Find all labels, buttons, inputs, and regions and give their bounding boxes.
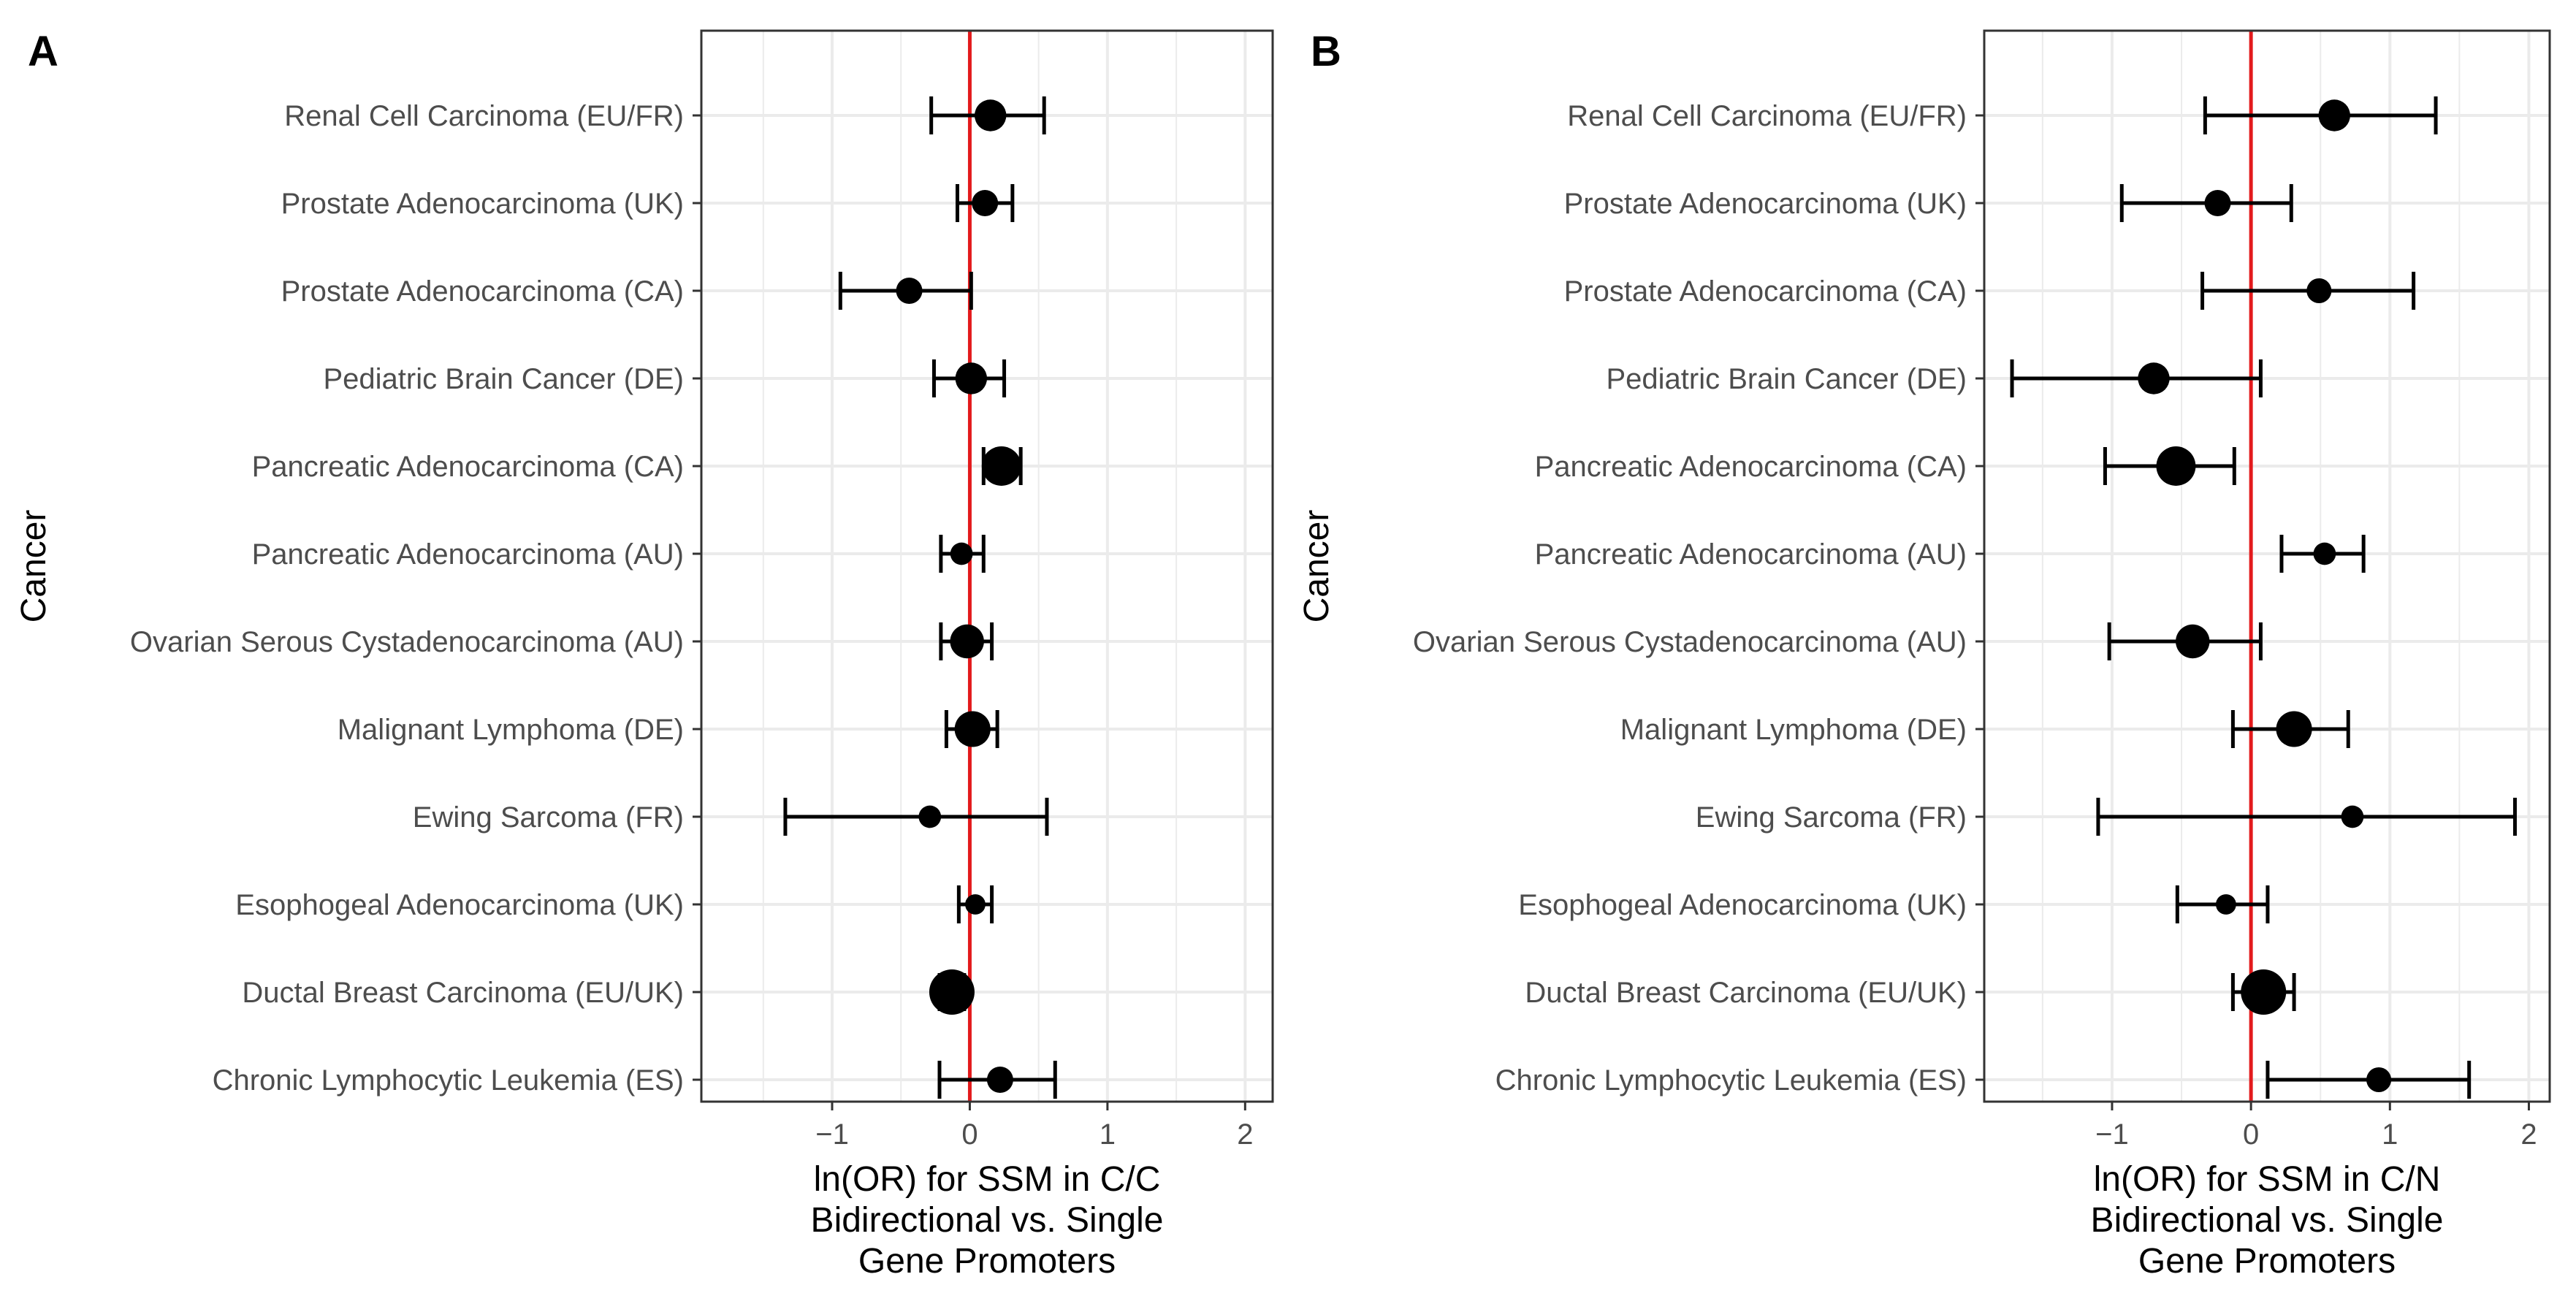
forest-row-marks bbox=[937, 1061, 1057, 1099]
forest-row-marks bbox=[2010, 359, 2263, 397]
forest-row-marks bbox=[2103, 446, 2236, 486]
x-tick-label: −1 bbox=[815, 1118, 849, 1151]
x-axis-title-line: ln(OR) for SSM in C/N bbox=[2094, 1160, 2441, 1199]
point-estimate bbox=[2138, 362, 2170, 394]
y-tick-label: Prostate Adenocarcinoma (UK) bbox=[1564, 188, 1967, 220]
forest-row-marks bbox=[931, 359, 1007, 397]
y-tick-label: Ovarian Serous Cystadenocarcinoma (AU) bbox=[130, 626, 684, 658]
forest-row-marks bbox=[955, 184, 1015, 222]
panel-border bbox=[1983, 29, 2551, 1103]
point-estimate bbox=[929, 969, 975, 1015]
forest-row-marks bbox=[956, 885, 994, 923]
y-tick-label: Malignant Lymphoma (DE) bbox=[1620, 714, 1967, 746]
x-axis-title-line: Gene Promoters bbox=[2138, 1242, 2396, 1281]
x-axis-title-line: ln(OR) for SSM in C/C bbox=[814, 1160, 1161, 1199]
y-tick-label: Esophogeal Adenocarcinoma (UK) bbox=[1518, 889, 1967, 921]
point-estimate bbox=[954, 711, 991, 747]
y-tick-label: Ewing Sarcoma (FR) bbox=[413, 801, 684, 834]
y-tick-label: Prostate Adenocarcinoma (CA) bbox=[281, 275, 684, 308]
x-tick-label: 2 bbox=[1237, 1118, 1253, 1151]
panel-b: Renal Cell Carcinoma (EU/FR) Prostate Ade… bbox=[1297, 28, 2551, 1281]
y-tick-label: Pancreatic Adenocarcinoma (AU) bbox=[252, 538, 684, 571]
y-axis-title: Cancer bbox=[15, 510, 53, 623]
panel-a: Renal Cell Carcinoma (EU/FR) Prostate Ade… bbox=[15, 28, 1274, 1281]
y-tick-label: Chronic Lymphocytic Leukemia (ES) bbox=[213, 1064, 684, 1097]
plot-area bbox=[1984, 31, 2550, 1102]
x-axis-title-line: Gene Promoters bbox=[858, 1242, 1116, 1281]
forest-row-marks bbox=[783, 798, 1049, 836]
point-estimate bbox=[2318, 99, 2350, 131]
x-tick-label: 0 bbox=[961, 1118, 978, 1151]
y-tick-label: Ductal Breast Carcinoma (EU/UK) bbox=[1525, 977, 1967, 1009]
y-tick-label: Renal Cell Carcinoma (EU/FR) bbox=[284, 100, 684, 132]
y-tick-label: Renal Cell Carcinoma (EU/FR) bbox=[1567, 100, 1967, 132]
point-estimate bbox=[955, 362, 988, 394]
forest-row-marks bbox=[838, 272, 973, 310]
point-estimate bbox=[975, 99, 1007, 131]
x-axis-title-line: Bidirectional vs. Single bbox=[811, 1201, 1164, 1240]
panel-letter: B bbox=[1311, 28, 1341, 75]
point-estimate bbox=[2215, 894, 2236, 915]
y-tick-label: Ewing Sarcoma (FR) bbox=[1696, 801, 1967, 834]
y-tick-label: Pancreatic Adenocarcinoma (CA) bbox=[1535, 451, 1967, 483]
forest-row-marks bbox=[2200, 272, 2416, 310]
y-tick-label: Malignant Lymphoma (DE) bbox=[338, 714, 684, 746]
point-estimate bbox=[918, 805, 942, 828]
forest-row-marks bbox=[929, 96, 1046, 134]
point-estimate bbox=[2276, 711, 2312, 747]
forest-row-marks bbox=[2119, 184, 2293, 222]
point-estimate bbox=[2241, 969, 2287, 1015]
y-tick-label: Ovarian Serous Cystadenocarcinoma (AU) bbox=[1413, 626, 1967, 658]
y-tick-label: Esophogeal Adenocarcinoma (UK) bbox=[235, 889, 684, 921]
x-tick-label: −1 bbox=[2095, 1118, 2129, 1151]
point-estimate bbox=[972, 190, 999, 216]
forest-row-marks bbox=[2203, 96, 2438, 134]
y-tick-label: Prostate Adenocarcinoma (CA) bbox=[1564, 275, 1967, 308]
forest-row-marks bbox=[2279, 535, 2366, 573]
point-estimate bbox=[965, 894, 986, 915]
y-tick-label: Pediatric Brain Cancer (DE) bbox=[1607, 363, 1967, 395]
forest-row-marks bbox=[2266, 1061, 2472, 1099]
point-estimate bbox=[2313, 542, 2336, 565]
x-tick-label: 0 bbox=[2243, 1118, 2259, 1151]
panel-border bbox=[700, 29, 1274, 1103]
point-estimate bbox=[2156, 446, 2196, 486]
panel-letter: A bbox=[28, 28, 58, 75]
point-estimate bbox=[950, 542, 973, 565]
forest-row-marks bbox=[929, 969, 975, 1015]
forest-row-marks bbox=[939, 622, 994, 660]
y-tick-label: Prostate Adenocarcinoma (UK) bbox=[281, 188, 684, 220]
y-tick-label: Chronic Lymphocytic Leukemia (ES) bbox=[1495, 1064, 1967, 1097]
y-axis-title: Cancer bbox=[1297, 510, 1336, 623]
point-estimate bbox=[2176, 624, 2210, 659]
forest-row-marks bbox=[2230, 969, 2296, 1015]
forest-row-marks bbox=[2107, 622, 2263, 660]
point-estimate bbox=[950, 624, 984, 659]
x-tick-label: 2 bbox=[2520, 1118, 2537, 1151]
point-estimate bbox=[2204, 190, 2231, 216]
y-tick-label: Ductal Breast Carcinoma (EU/UK) bbox=[242, 977, 684, 1009]
point-estimate bbox=[2366, 1067, 2392, 1093]
forest-row-marks bbox=[2230, 710, 2350, 748]
forest-row-marks bbox=[939, 535, 986, 573]
point-estimate bbox=[896, 278, 923, 304]
forest-row-marks bbox=[2096, 798, 2517, 836]
x-tick-label: 1 bbox=[2382, 1118, 2398, 1151]
forest-row-marks bbox=[944, 710, 999, 748]
forest-row-marks bbox=[981, 446, 1023, 486]
x-tick-label: 1 bbox=[1100, 1118, 1116, 1151]
y-tick-label: Pancreatic Adenocarcinoma (CA) bbox=[252, 451, 684, 483]
y-tick-label: Pancreatic Adenocarcinoma (AU) bbox=[1535, 538, 1967, 571]
y-tick-label: Pediatric Brain Cancer (DE) bbox=[324, 363, 685, 395]
point-estimate bbox=[2306, 278, 2332, 304]
x-axis-title-line: Bidirectional vs. Single bbox=[2091, 1201, 2444, 1240]
point-estimate bbox=[2341, 805, 2364, 828]
point-estimate bbox=[981, 446, 1021, 486]
point-estimate bbox=[986, 1067, 1013, 1093]
forest-row-marks bbox=[2175, 885, 2270, 923]
